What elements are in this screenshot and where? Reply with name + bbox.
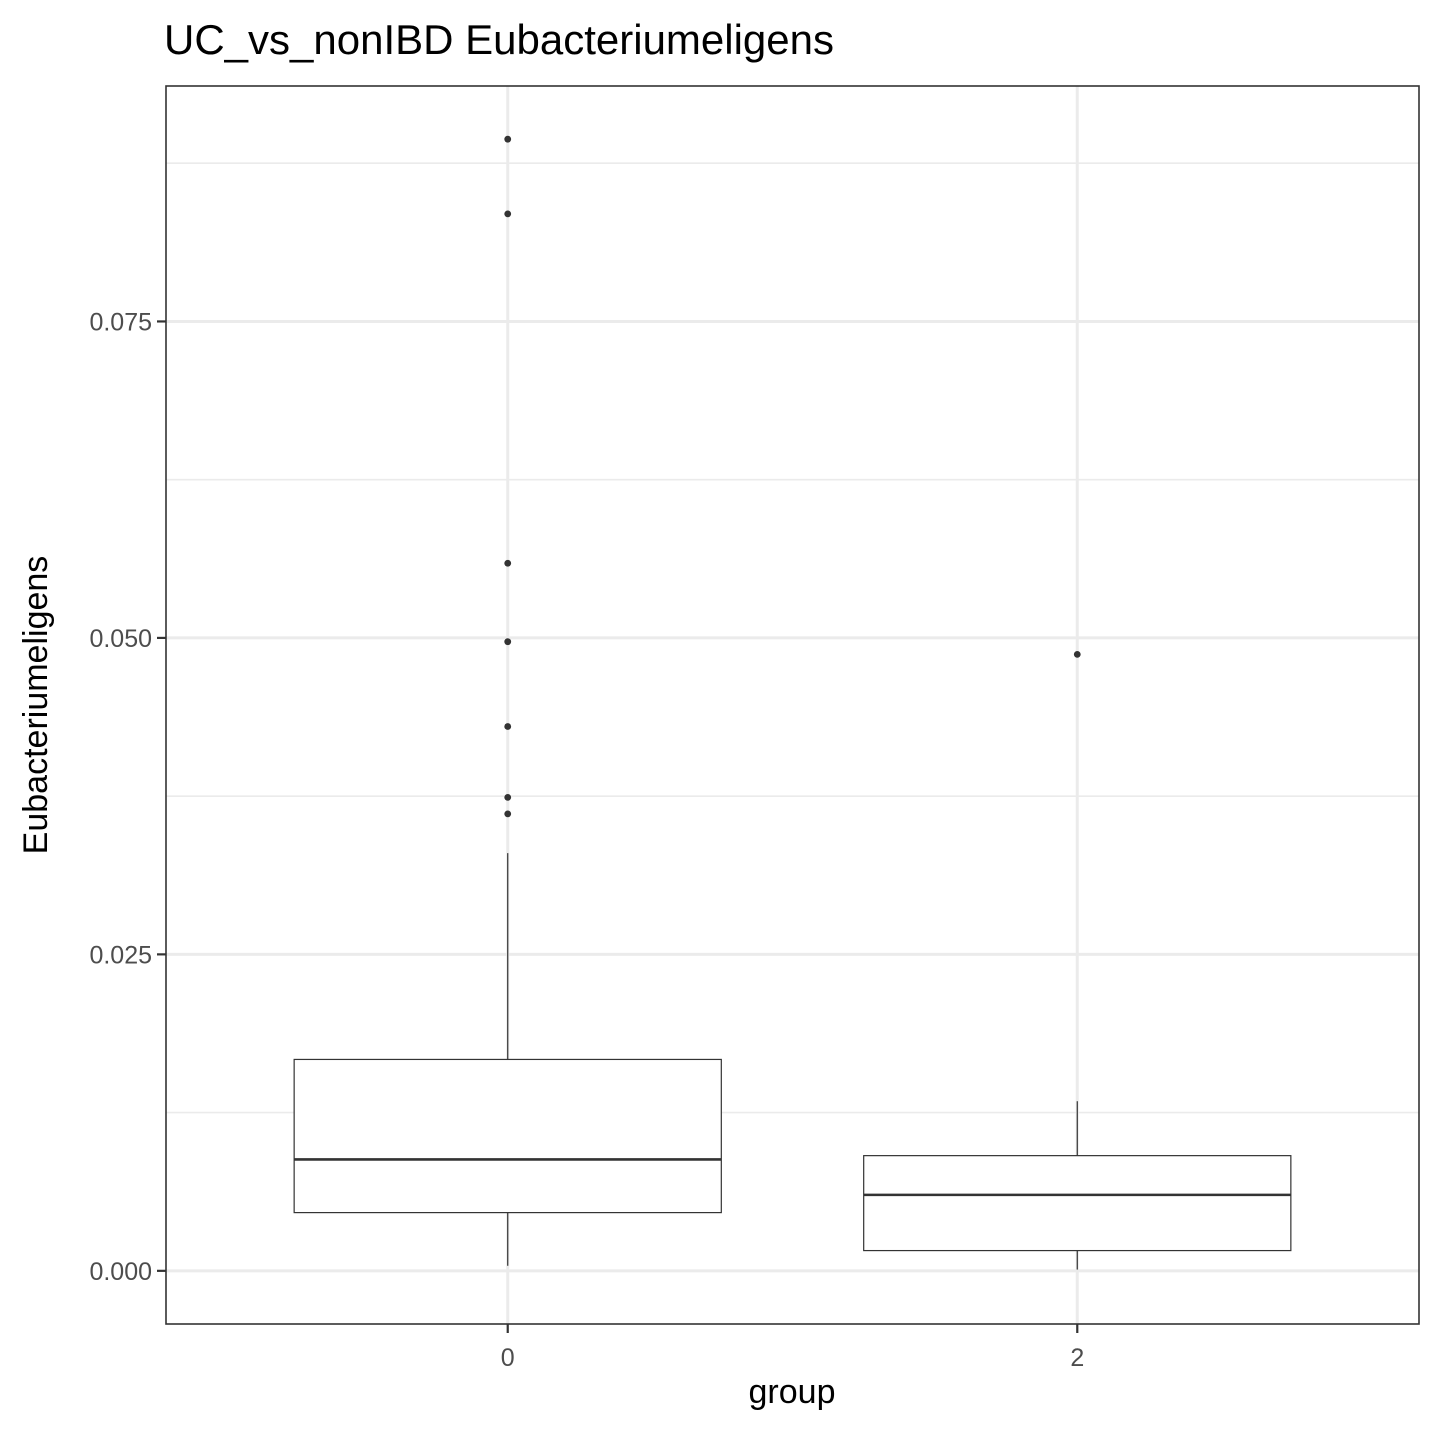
y-axis: 0.000 0.025 0.050 0.075 xyxy=(89,308,166,1286)
y-tick-label: 0.075 xyxy=(89,308,152,336)
box-group-0 xyxy=(293,135,722,1266)
x-tick-label: 0 xyxy=(501,1344,515,1372)
y-tick-label: 0.000 xyxy=(89,1258,152,1286)
outlier-point xyxy=(504,135,512,143)
y-axis-title: Eubacteriumeligens xyxy=(17,556,55,855)
outlier-point xyxy=(504,810,512,818)
outlier-point xyxy=(504,559,512,567)
outlier-point xyxy=(504,210,512,218)
box-iqr xyxy=(293,1058,722,1214)
box-group-2 xyxy=(863,650,1292,1270)
box-iqr xyxy=(863,1155,1292,1252)
chart-title: UC_vs_nonIBD Eubacteriumeligens xyxy=(164,16,834,63)
x-axis-title: group xyxy=(749,1373,836,1411)
outlier-point xyxy=(504,794,512,801)
box-series xyxy=(293,135,1292,1270)
y-tick-label: 0.050 xyxy=(89,625,152,653)
x-tick-label: 2 xyxy=(1070,1344,1084,1372)
outlier-point xyxy=(504,638,512,646)
plot-panel xyxy=(165,85,1420,1325)
outlier-point xyxy=(1073,650,1081,658)
y-tick-label: 0.025 xyxy=(89,941,152,969)
outlier-point xyxy=(504,723,512,730)
